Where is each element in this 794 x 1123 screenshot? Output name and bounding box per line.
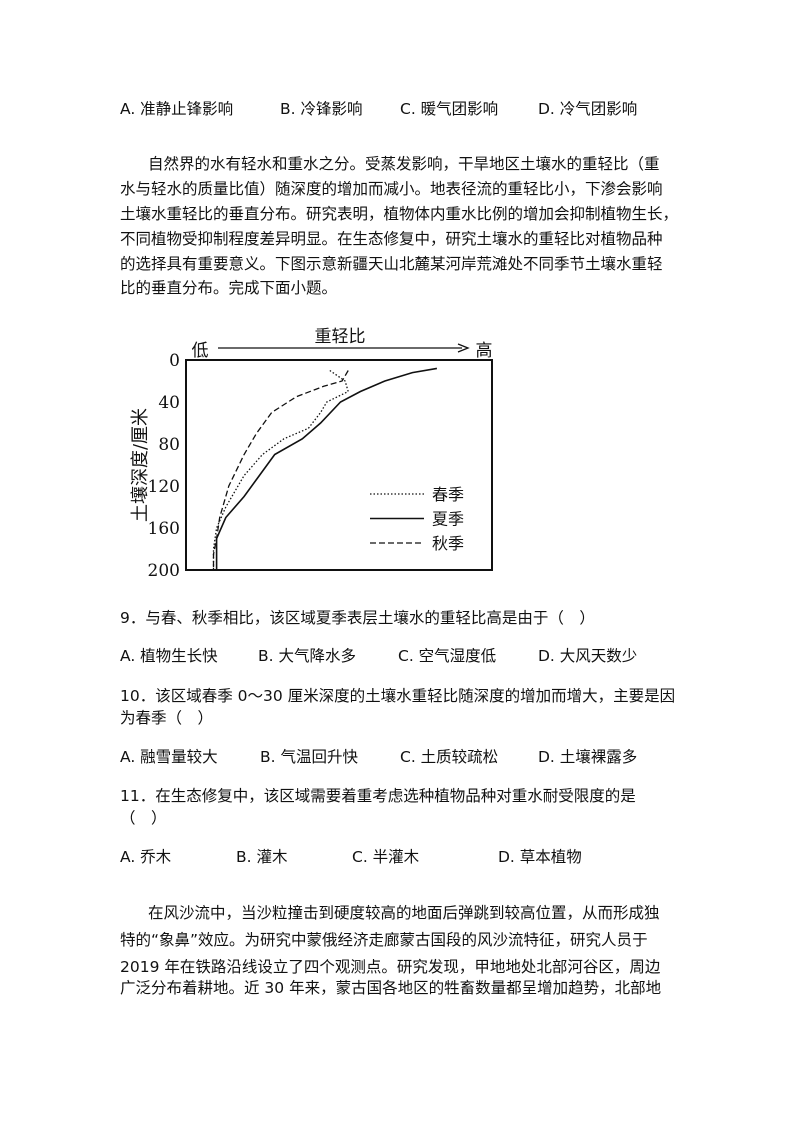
x-high-label: 高 bbox=[476, 341, 493, 361]
q11-option-b: B. 灌木 bbox=[236, 848, 288, 866]
arrow-head-icon bbox=[457, 343, 470, 353]
passage-line: 2019 年在铁路沿线设立了四个观测点。研究发现，甲地地处北部河谷区，周边 bbox=[120, 958, 661, 976]
option-d: D. 冷气团影响 bbox=[538, 100, 638, 118]
question-11: 11．在生态修复中，该区域需要着重考虑选种植物品种对重水耐受限度的是 bbox=[120, 787, 636, 805]
legend-label: 春季 bbox=[432, 485, 464, 504]
x-low-label: 低 bbox=[192, 341, 209, 361]
y-tick-label: 40 bbox=[158, 393, 180, 413]
passage-line: 广泛分布着耕地。近 30 年来，蒙古国各地区的牲畜数量都呈增加趋势，北部地 bbox=[120, 979, 662, 997]
y-tick-label: 0 bbox=[169, 351, 180, 371]
plot-frame bbox=[185, 359, 493, 571]
passage-line: 的选择具有重要意义。下图示意新疆天山北麓某河岸荒滩处不同季节土壤水重轻 bbox=[120, 255, 663, 273]
y-tick-label: 80 bbox=[158, 435, 180, 455]
q10-option-b: B. 气温回升快 bbox=[260, 748, 358, 766]
passage-line: 不同植物受抑制程度差异明显。在生态修复中，研究土壤水的重轻比对植物品种 bbox=[120, 230, 663, 248]
question-11-cont: （ ） bbox=[120, 809, 167, 827]
y-tick-label: 160 bbox=[148, 519, 180, 539]
q9-option-a: A. 植物生长快 bbox=[120, 647, 218, 665]
passage-line: 在风沙流中，当沙粒撞击到硬度较高的地面后弹跳到较高位置，从而形成独 bbox=[148, 904, 660, 922]
legend-label: 秋季 bbox=[432, 534, 464, 553]
passage-line: 水与轻水的质量比值）随深度的增加而减小。地表径流的重轻比小，下渗会影响 bbox=[120, 180, 663, 198]
q10-option-d: D. 土壤裸露多 bbox=[538, 748, 638, 766]
x-axis-title: 重轻比 bbox=[315, 327, 366, 347]
series-line-dotted bbox=[212, 369, 349, 570]
q10-option-a: A. 融雪量较大 bbox=[120, 748, 218, 766]
passage-line: 特的“象鼻”效应。为研究中蒙俄经济走廊蒙古国段的风沙流特征，研究人员于 bbox=[120, 931, 648, 949]
passage-line: 自然界的水有轻水和重水之分。受蒸发影响，干旱地区土壤水的重轻比（重 bbox=[148, 155, 660, 173]
q10-option-c: C. 土质较疏松 bbox=[400, 748, 499, 766]
option-b: B. 冷锋影响 bbox=[280, 100, 363, 118]
q11-option-c: C. 半灌木 bbox=[352, 848, 420, 866]
q11-option-d: D. 草本植物 bbox=[498, 848, 582, 866]
question-10: 10．该区域春季 0～30 厘米深度的土壤水重轻比随深度的增加而增大，主要是因 bbox=[120, 687, 676, 705]
q11-option-a: A. 乔木 bbox=[120, 848, 172, 866]
passage-line: 土壤水重轻比的垂直分布。研究表明，植物体内重水比例的增加会抑制植物生长， bbox=[120, 205, 679, 223]
q9-option-d: D. 大风天数少 bbox=[538, 647, 638, 665]
question-10-cont: 为春季（ ） bbox=[120, 709, 214, 727]
legend-label: 夏季 bbox=[432, 510, 464, 529]
question-9: 9．与春、秋季相比，该区域夏季表层土壤水的重轻比高是由于（ ） bbox=[120, 609, 595, 627]
y-tick-label: 200 bbox=[148, 561, 180, 581]
y-axis-title: 土壤深度/厘米 bbox=[130, 408, 151, 522]
option-a: A. 准静止锋影响 bbox=[120, 100, 234, 118]
series-line-solid bbox=[215, 367, 438, 570]
option-c: C. 暖气团影响 bbox=[400, 100, 499, 118]
y-tick-label: 120 bbox=[148, 477, 180, 497]
q9-option-c: C. 空气湿度低 bbox=[398, 647, 497, 665]
q9-option-b: B. 大气降水多 bbox=[258, 647, 356, 665]
passage-line: 比的垂直分布。完成下面小题。 bbox=[120, 279, 338, 297]
series-line-dashed bbox=[212, 370, 349, 570]
